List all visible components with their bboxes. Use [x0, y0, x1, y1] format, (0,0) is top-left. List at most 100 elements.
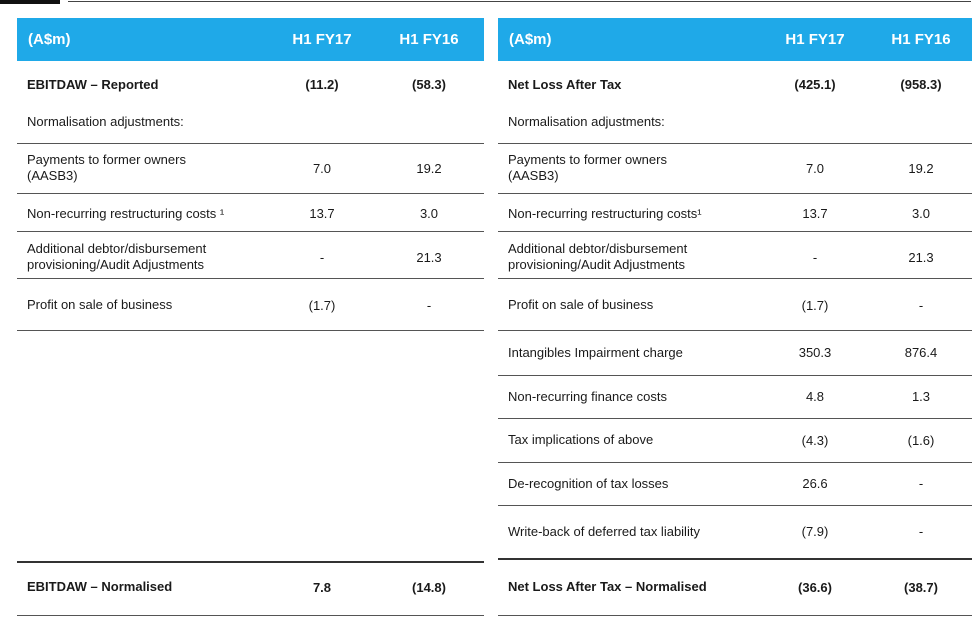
row-label: Normalisation adjustments: — [27, 114, 184, 129]
value-h1fy16: (38.7) — [904, 579, 938, 595]
row-label: Payments to former owners (AASB3) — [27, 152, 186, 183]
value-h1fy17: (1.7) — [801, 297, 829, 313]
table-row: EBITDAW – Normalised 7.8 (14.8) — [17, 558, 484, 616]
table-row: Additional debtor/disbursement provisioni… — [498, 236, 972, 278]
value-h1fy16: - — [426, 297, 432, 313]
value-h1fy17: 26.6 — [802, 476, 828, 491]
table-header: (A$m) H1 FY17 H1 FY16 — [17, 18, 484, 61]
row-label: Write-back of deferred tax liability — [508, 523, 700, 539]
row-label: Tax implications of above — [508, 432, 654, 447]
table-row: Non-recurring restructuring costs¹ 13.7 3.… — [498, 196, 972, 231]
header-unit: (A$m) — [509, 31, 552, 48]
row-label: Non-recurring finance costs — [508, 388, 667, 404]
value-h1fy17: 7.8 — [312, 579, 332, 595]
value-h1fy16: 1.3 — [911, 389, 931, 404]
row-divider — [498, 193, 972, 194]
table-row: Net Loss After Tax (425.1) (958.3) — [498, 61, 972, 108]
value-h1fy17: 7.0 — [312, 160, 332, 176]
row-divider — [498, 278, 972, 279]
value-h1fy17: 13.7 — [309, 206, 335, 221]
table-row: Payments to former owners (AASB3) 7.0 19.2 — [17, 143, 484, 193]
row-divider — [498, 418, 972, 419]
row-divider — [498, 143, 972, 144]
value-h1fy16: 19.2 — [908, 160, 934, 176]
row-divider — [17, 193, 484, 194]
value-h1fy17: (1.7) — [308, 297, 336, 313]
table-row: EBITDAW – Reported (11.2) (58.3) — [17, 61, 484, 108]
row-divider — [498, 462, 972, 463]
row-label: EBITDAW – Normalised — [27, 579, 173, 594]
value-h1fy17: (7.9) — [801, 524, 829, 539]
row-label: Normalisation adjustments: — [508, 114, 665, 129]
value-h1fy16: (958.3) — [900, 77, 942, 92]
header-unit: (A$m) — [28, 31, 71, 48]
value-h1fy17: (11.2) — [305, 77, 339, 92]
value-h1fy17: 13.7 — [802, 206, 828, 221]
row-label: Profit on sale of business — [508, 297, 654, 312]
header-h1fy16: H1 FY16 — [399, 31, 459, 48]
header-h1fy17: H1 FY17 — [785, 31, 845, 48]
row-label: EBITDAW – Reported — [27, 76, 159, 92]
table-row: Non-recurring restructuring costs ¹ 13.7 3… — [17, 196, 484, 231]
top-rule — [68, 1, 971, 2]
value-h1fy17: 4.8 — [805, 389, 825, 404]
table-row: Tax implications of above (4.3) (1.6) — [498, 418, 972, 462]
value-h1fy17: 7.0 — [805, 160, 825, 176]
value-h1fy16: 3.0 — [419, 206, 439, 221]
value-h1fy16: 876.4 — [904, 345, 938, 360]
row-divider — [498, 330, 972, 331]
value-h1fy16: 19.2 — [416, 160, 442, 176]
table-row: Normalisation adjustments: — [498, 108, 972, 136]
table-row: Non-recurring finance costs 4.8 1.3 — [498, 375, 972, 418]
row-divider — [498, 615, 972, 616]
row-divider — [17, 330, 484, 331]
header-h1fy16: H1 FY16 — [891, 31, 951, 48]
table-header: (A$m) H1 FY17 H1 FY16 — [498, 18, 972, 61]
row-divider — [498, 375, 972, 376]
value-h1fy17: (4.3) — [801, 432, 829, 448]
value-h1fy16: (58.3) — [412, 77, 446, 92]
value-h1fy16: - — [918, 524, 924, 539]
row-label: Non-recurring restructuring costs ¹ — [27, 205, 225, 221]
ebitdaw-table: (A$m) H1 FY17 H1 FY16 EBITDAW – Reported… — [17, 18, 484, 616]
row-label: De-recognition of tax losses — [508, 475, 669, 491]
value-h1fy17: - — [812, 249, 818, 265]
row-label: Additional debtor/disbursement provisioni… — [508, 241, 688, 272]
value-h1fy16: - — [918, 297, 924, 313]
value-h1fy17: (36.6) — [798, 579, 832, 595]
net-loss-table: (A$m) H1 FY17 H1 FY16 Net Loss After Tax… — [498, 18, 972, 616]
row-label: Profit on sale of business — [27, 297, 173, 312]
row-label: Additional debtor/disbursement provisioni… — [27, 241, 207, 272]
value-h1fy17: (425.1) — [794, 77, 836, 92]
row-divider — [498, 558, 972, 560]
row-label: Intangibles Impairment charge — [508, 344, 683, 360]
table-row: Profit on sale of business (1.7) - — [498, 280, 972, 330]
row-divider — [17, 143, 484, 144]
row-label: Net Loss After Tax – Normalised — [508, 579, 707, 594]
top-accent-bar — [0, 0, 60, 4]
row-label: Payments to former owners (AASB3) — [508, 152, 667, 183]
table-row: Write-back of deferred tax liability (7.9… — [498, 505, 972, 558]
value-h1fy16: 21.3 — [908, 249, 934, 265]
value-h1fy16: - — [918, 476, 924, 491]
header-h1fy17: H1 FY17 — [292, 31, 352, 48]
row-label: Net Loss After Tax — [508, 76, 622, 92]
table-row: Payments to former owners (AASB3) 7.0 19.2 — [498, 143, 972, 193]
value-h1fy16: (1.6) — [907, 432, 935, 448]
value-h1fy17: - — [319, 249, 325, 265]
table-row: Normalisation adjustments: — [17, 108, 484, 136]
row-divider — [17, 278, 484, 279]
value-h1fy16: 21.3 — [416, 249, 442, 265]
value-h1fy17: 350.3 — [798, 345, 832, 360]
table-row: Additional debtor/disbursement provisioni… — [17, 236, 484, 278]
row-label: Non-recurring restructuring costs¹ — [508, 205, 702, 221]
table-row: Profit on sale of business (1.7) - — [17, 280, 484, 330]
row-divider — [17, 561, 484, 563]
value-h1fy16: 3.0 — [911, 206, 931, 221]
table-row: De-recognition of tax losses 26.6 - — [498, 462, 972, 505]
value-h1fy16: (14.8) — [412, 579, 446, 595]
row-divider — [17, 615, 484, 616]
row-divider — [17, 231, 484, 232]
row-divider — [498, 231, 972, 232]
row-divider — [498, 505, 972, 506]
